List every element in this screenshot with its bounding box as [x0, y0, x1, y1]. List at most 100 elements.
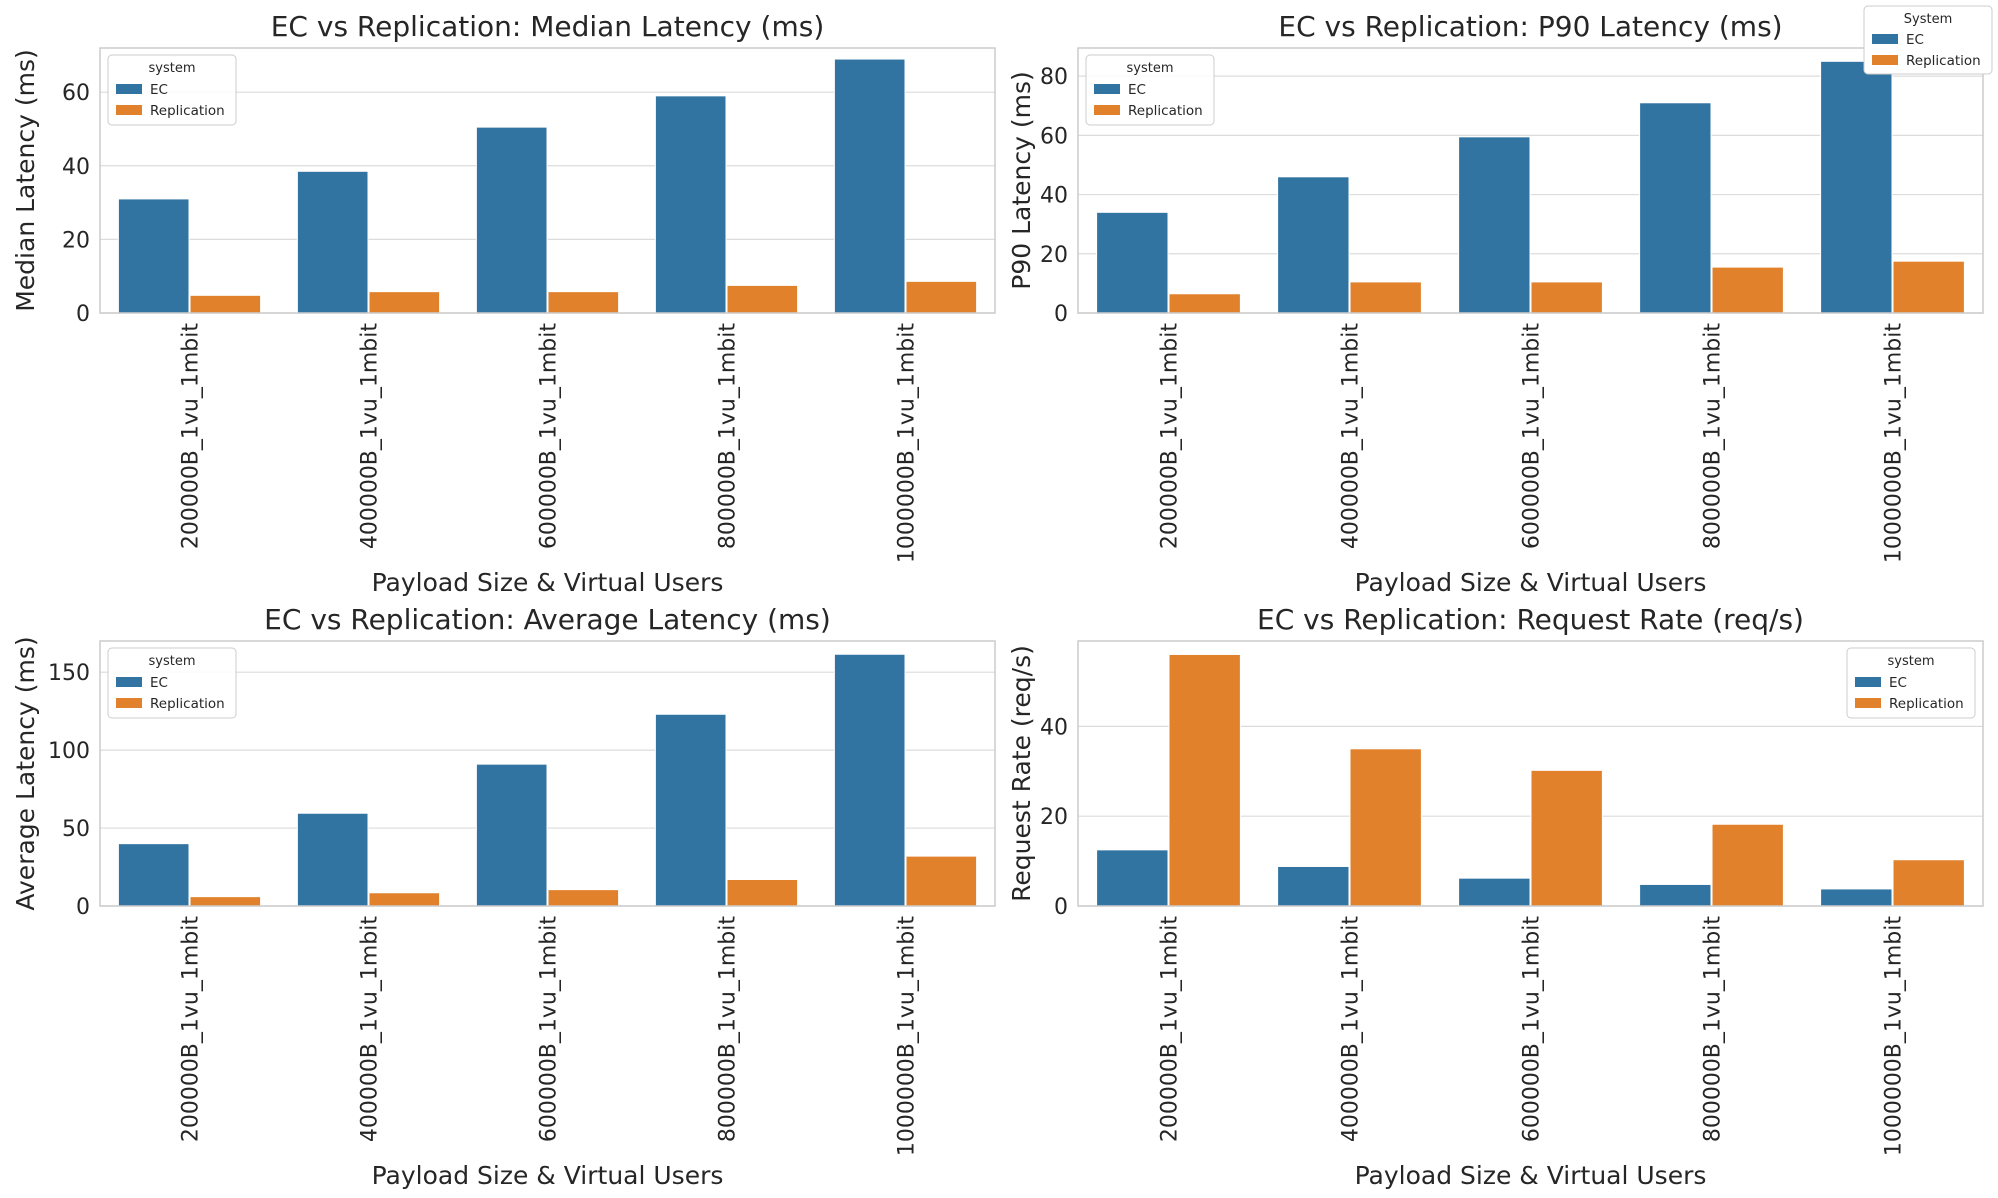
chart-title: EC vs Replication: Median Latency (ms)	[271, 10, 825, 43]
legend-label: EC	[150, 675, 168, 691]
y-tick-label: 60	[1040, 124, 1068, 149]
legend-title: system	[1888, 654, 1935, 669]
legend-swatch-replication	[1855, 698, 1881, 708]
y-axis-label: Request Rate (req/s)	[1007, 645, 1036, 902]
chart-legend: system EC Replication	[1846, 647, 1976, 719]
x-axis-label: Payload Size & Virtual Users	[372, 1161, 724, 1190]
chart-panel-2: 0 20 40 60 80 200000B_1vu_1mbit 400000B_1vu_1m…	[1007, 10, 1984, 597]
x-tick-label: 600000B_1vu_1mbit	[537, 323, 562, 550]
chart-legend: system EC Replication	[107, 647, 237, 719]
y-tick-label: 20	[1040, 243, 1068, 268]
legend-swatch-replication	[116, 698, 142, 708]
plot-frame	[99, 47, 996, 314]
legend-swatch-ec	[116, 677, 142, 687]
chart-panel-4: 0 20 40 200000B_1vu_1mbit 400000B_1vu_1mbit 6…	[1007, 603, 1984, 1190]
legend-label: EC	[1128, 82, 1146, 98]
legend-swatch-replication	[1094, 105, 1120, 115]
bar-replication-5	[905, 855, 978, 907]
y-tick-label: 60	[62, 81, 90, 106]
x-tick-label: 1000000B_1vu_1mbit	[1882, 916, 1907, 1157]
y-tick-label: 0	[1054, 895, 1068, 920]
plot-frame	[1077, 640, 1984, 907]
bar-ec-2	[296, 812, 369, 907]
y-tick-label: 80	[1040, 65, 1068, 90]
x-axis-label: Payload Size & Virtual Users	[1355, 568, 1707, 597]
legend-label: Replication	[150, 696, 225, 712]
bar-ec-3	[1458, 877, 1531, 907]
bar-replication-3	[1530, 281, 1603, 314]
y-tick-label: 0	[76, 302, 90, 327]
x-tick-label: 600000B_1vu_1mbit	[1520, 323, 1545, 550]
bar-ec-4	[654, 713, 727, 907]
y-axis-label: P90 Latency (ms)	[1007, 71, 1036, 289]
legend-label: EC	[1889, 675, 1907, 691]
figure-legend: System EC Replication	[1863, 5, 1993, 75]
x-tick-label: 400000B_1vu_1mbit	[358, 916, 383, 1143]
bar-replication-1	[1168, 653, 1241, 907]
x-tick-label: 600000B_1vu_1mbit	[537, 916, 562, 1143]
bar-replication-2	[368, 291, 441, 314]
plot-frame	[99, 640, 996, 907]
bar-ec-5	[833, 58, 906, 314]
bar-replication-2	[1349, 748, 1422, 907]
chart-title: EC vs Replication: Request Rate (req/s)	[1257, 603, 1804, 636]
x-tick-label: 800000B_1vu_1mbit	[1701, 916, 1726, 1143]
x-tick-label: 400000B_1vu_1mbit	[1339, 916, 1364, 1143]
x-tick-label: 200000B_1vu_1mbit	[1158, 916, 1183, 1143]
chart-legend: system EC Replication	[1085, 54, 1215, 126]
figure-legend-title: System	[1904, 12, 1952, 27]
figure-legend-label: EC	[1906, 32, 1924, 48]
x-tick-label: 1000000B_1vu_1mbit	[1882, 323, 1907, 564]
figure-legend-swatch-replication	[1872, 55, 1898, 65]
y-tick-label: 0	[1054, 302, 1068, 327]
figure-legend-label: Replication	[1906, 53, 1981, 69]
figure-legend-swatch-ec	[1872, 34, 1898, 44]
bar-ec-3	[475, 763, 548, 907]
legend-title: system	[1127, 61, 1174, 76]
bar-ec-5	[833, 653, 906, 907]
y-tick-label: 100	[48, 739, 90, 764]
bar-ec-4	[1639, 102, 1712, 314]
y-tick-label: 20	[1040, 805, 1068, 830]
bar-ec-2	[296, 170, 369, 314]
legend-swatch-ec	[1855, 677, 1881, 687]
x-tick-label: 800000B_1vu_1mbit	[1701, 323, 1726, 550]
legend-label: Replication	[1128, 103, 1203, 119]
y-axis-label: Average Latency (ms)	[11, 636, 40, 910]
x-tick-label: 800000B_1vu_1mbit	[716, 916, 741, 1143]
legend-label: Replication	[1889, 696, 1964, 712]
x-tick-label: 200000B_1vu_1mbit	[179, 916, 204, 1143]
x-tick-label: 1000000B_1vu_1mbit	[895, 323, 920, 564]
bar-replication-1	[189, 896, 262, 907]
legend-label: Replication	[150, 103, 225, 119]
bar-ec-1	[1096, 849, 1169, 907]
bar-replication-5	[905, 280, 978, 314]
bar-replication-3	[547, 889, 620, 907]
x-tick-label: 400000B_1vu_1mbit	[1339, 323, 1364, 550]
chart-title: EC vs Replication: P90 Latency (ms)	[1278, 10, 1782, 43]
bar-replication-5	[1892, 859, 1965, 907]
bar-ec-4	[1639, 883, 1712, 907]
y-axis-label: Median Latency (ms)	[11, 49, 40, 312]
bar-ec-3	[475, 126, 548, 314]
y-tick-label: 150	[48, 661, 90, 686]
bar-ec-5	[1820, 60, 1893, 314]
bar-ec-1	[117, 198, 190, 314]
y-tick-label: 20	[62, 228, 90, 253]
x-axis-label: Payload Size & Virtual Users	[1355, 1161, 1707, 1190]
bar-replication-1	[1168, 293, 1241, 314]
bar-replication-3	[1530, 769, 1603, 907]
bar-ec-2	[1277, 865, 1350, 907]
chart-legend: system EC Replication	[107, 54, 237, 126]
chart-title: EC vs Replication: Average Latency (ms)	[264, 603, 831, 636]
plot-frame	[1077, 47, 1984, 314]
y-tick-label: 40	[62, 155, 90, 180]
legend-title: system	[149, 61, 196, 76]
bar-ec-3	[1458, 136, 1531, 314]
bar-replication-2	[1349, 281, 1422, 314]
legend-swatch-ec	[116, 84, 142, 94]
bar-replication-4	[726, 284, 799, 314]
bar-ec-1	[117, 843, 190, 907]
bar-replication-1	[189, 294, 262, 314]
